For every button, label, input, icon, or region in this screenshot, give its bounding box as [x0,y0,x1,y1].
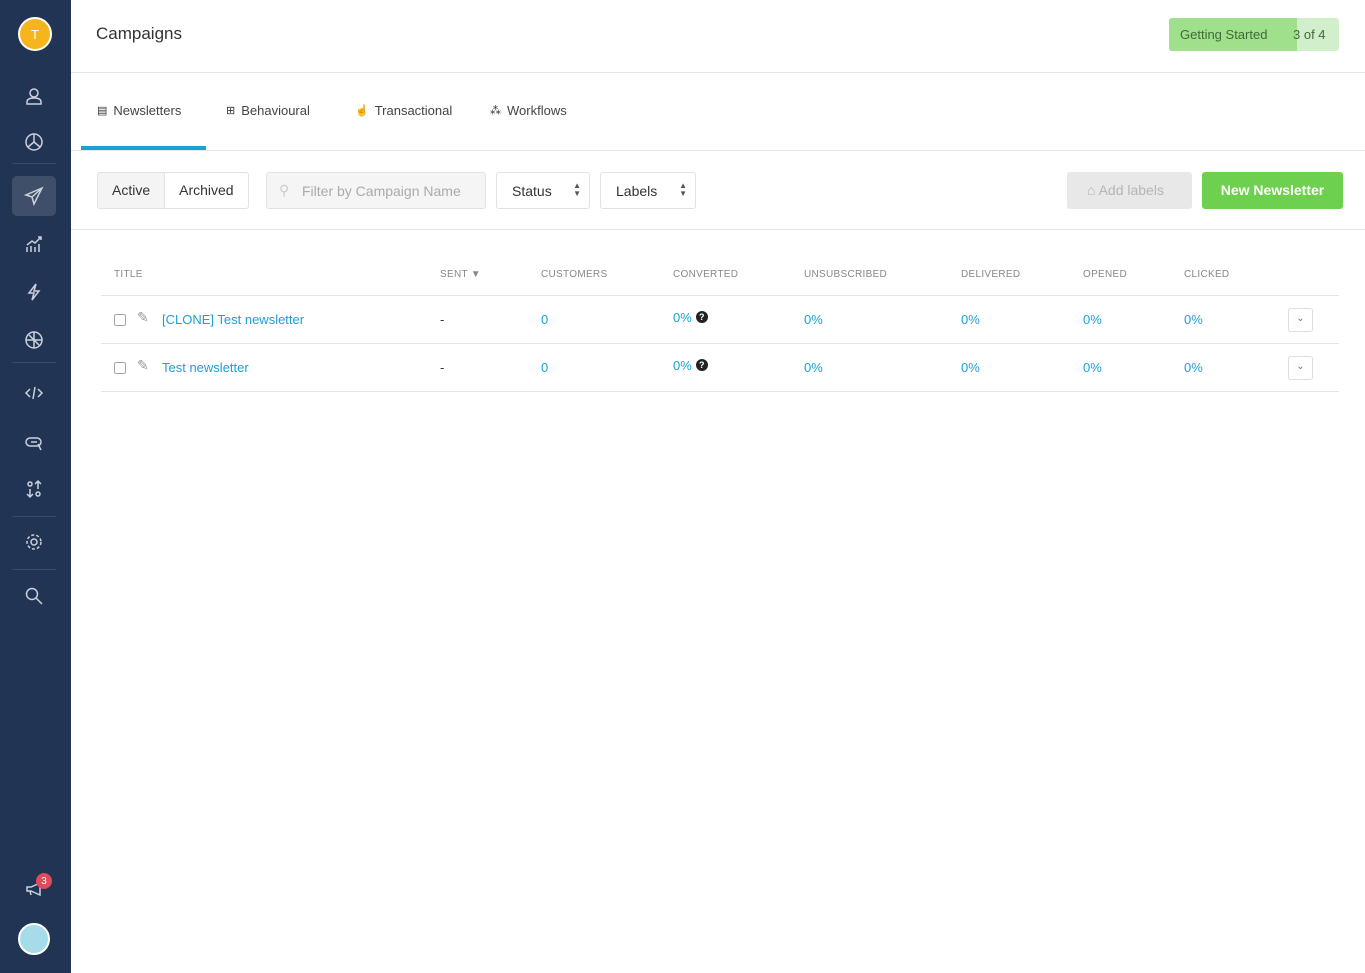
sent-value: - [440,312,445,327]
row-checkbox[interactable] [114,362,126,374]
account-avatar[interactable]: T [18,17,52,51]
edit-pencil-icon[interactable]: ✎ [137,357,149,373]
page-header: Campaigns Getting Started 3 of 4 [71,0,1365,73]
status-label: Status [512,183,552,199]
divider [12,516,56,517]
archived-button[interactable]: Archived [179,182,234,198]
workflow-icon: ⁂ [490,105,501,117]
tab-label: Transactional [374,103,453,118]
tab-label: Newsletters [113,103,182,118]
col-opened[interactable]: OPENED [1083,269,1128,280]
divider [12,362,56,363]
add-labels-button[interactable]: ⌂ Add labels [1067,172,1192,209]
import-export-icon[interactable] [12,469,56,509]
active-tab-indicator [81,146,206,150]
automation-lightning-icon[interactable] [12,272,56,312]
status-select[interactable]: Status ▲ ▼ [496,172,590,209]
clicked-value[interactable]: 0% [1184,360,1203,375]
progress-count: 3 of 4 [1293,27,1326,42]
col-converted[interactable]: CONVERTED [673,269,739,280]
converted-value[interactable]: 0% [673,358,692,373]
user-avatar-smiley[interactable] [18,923,50,955]
unsubscribed-value[interactable]: 0% [804,312,823,327]
customers-value[interactable]: 0 [541,312,549,327]
add-labels-label: Add labels [1098,182,1164,198]
progress-fill [1169,18,1297,51]
table-header: TITLE SENT ▼ CUSTOMERS CONVERTED UNSUBSC… [101,255,1339,296]
opened-value[interactable]: 0% [1083,360,1102,375]
message-cursor-icon[interactable] [12,422,56,462]
getting-started-progress[interactable]: Getting Started 3 of 4 [1169,18,1339,51]
search-icon[interactable] [12,576,56,616]
campaign-search-input[interactable]: ⚲ Filter by Campaign Name [266,172,486,209]
search-icon: ⚲ [279,182,290,198]
page-title: Campaigns [96,24,182,43]
edit-pencil-icon[interactable]: ✎ [137,309,149,325]
contacts-icon[interactable] [12,76,56,116]
tab-workflows[interactable]: ⁂ Workflows [490,103,567,118]
customers-value[interactable]: 0 [541,360,549,375]
tab-newsletters[interactable]: ▤ Newsletters [97,103,181,118]
divider [12,163,56,164]
campaign-title-link[interactable]: [CLONE] Test newsletter [162,312,305,327]
divider [12,569,56,570]
help-question-icon[interactable]: ? [695,311,708,323]
row-checkbox[interactable] [114,314,126,326]
col-delivered[interactable]: DELIVERED [961,269,1021,280]
unsubscribed-value[interactable]: 0% [804,360,823,375]
code-icon[interactable] [12,373,56,413]
tab-label: Workflows [507,103,567,118]
row-actions-chevron-down-icon[interactable]: ⌄ [1288,356,1313,380]
campaigns-paper-plane-icon[interactable] [12,176,56,216]
col-title[interactable]: TITLE [114,269,143,280]
sent-value: - [440,360,445,375]
delivered-value[interactable]: 0% [961,312,980,327]
toolbar: Active Archived ⚲ Filter by Campaign Name… [71,151,1365,230]
active-archived-toggle: Active Archived [97,172,249,209]
sort-arrows-icon: ▲ ▼ [573,181,581,198]
col-customers[interactable]: CUSTOMERS [541,269,608,280]
labels-label: Labels [616,183,658,199]
help-question-icon[interactable]: ? [695,359,708,371]
labels-select[interactable]: Labels ▲ ▼ [600,172,696,209]
tag-icon: ⌂ [1087,182,1099,198]
col-clicked[interactable]: CLICKED [1184,269,1230,280]
new-newsletter-button[interactable]: New Newsletter [1202,172,1343,209]
table-row: ✎ [CLONE] Test newsletter - 0 0%? 0% 0% … [101,296,1339,344]
col-sent[interactable]: SENT ▼ [440,269,481,280]
hand-pointer-icon: ☝ [355,105,369,117]
sidebar: T 3 [0,0,71,973]
notification-badge: 3 [36,873,52,889]
search-placeholder: Filter by Campaign Name [302,183,461,199]
campaign-type-tabs: ▤ Newsletters ⊞ Behavioural ☝ Transactional… [71,73,1365,151]
radar-globe-icon[interactable] [12,320,56,360]
tab-label: Behavioural [241,103,310,118]
reports-pie-icon[interactable] [12,122,56,162]
tab-transactional[interactable]: ☝ Transactional [355,103,452,118]
behaviour-icon: ⊞ [226,105,236,117]
newspaper-icon: ▤ [97,105,108,117]
tab-behavioural[interactable]: ⊞ Behavioural [226,103,310,118]
campaigns-table: TITLE SENT ▼ CUSTOMERS CONVERTED UNSUBSC… [101,255,1339,392]
clicked-value[interactable]: 0% [1184,312,1203,327]
delivered-value[interactable]: 0% [961,360,980,375]
table-row: ✎ Test newsletter - 0 0%? 0% 0% 0% 0% ⌄ [101,344,1339,392]
campaign-title-link[interactable]: Test newsletter [162,360,249,375]
settings-gear-icon[interactable] [12,522,56,562]
col-unsubscribed[interactable]: UNSUBSCRIBED [804,269,888,280]
converted-value[interactable]: 0% [673,310,692,325]
getting-started-label: Getting Started [1180,27,1268,42]
sort-arrows-icon: ▲ ▼ [679,181,687,198]
active-button[interactable]: Active [98,173,166,208]
analytics-chart-icon[interactable] [12,224,56,264]
row-actions-chevron-down-icon[interactable]: ⌄ [1288,308,1313,332]
announcements-megaphone-icon[interactable] [12,869,56,909]
opened-value[interactable]: 0% [1083,312,1102,327]
